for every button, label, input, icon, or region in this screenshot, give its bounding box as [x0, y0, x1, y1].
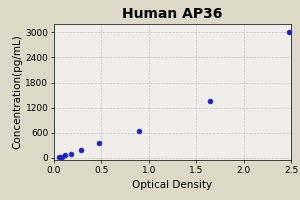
Y-axis label: Concentration(pg/mL): Concentration(pg/mL) — [13, 35, 23, 149]
Point — [137, 129, 142, 132]
Point — [78, 148, 83, 151]
Point — [69, 152, 74, 155]
Point — [56, 156, 61, 159]
X-axis label: Optical Density: Optical Density — [132, 180, 213, 190]
Point — [287, 31, 292, 34]
Title: Human AP36: Human AP36 — [122, 7, 223, 21]
Point — [59, 155, 64, 158]
Point — [63, 154, 68, 157]
Point — [96, 142, 101, 145]
Point — [208, 100, 213, 103]
